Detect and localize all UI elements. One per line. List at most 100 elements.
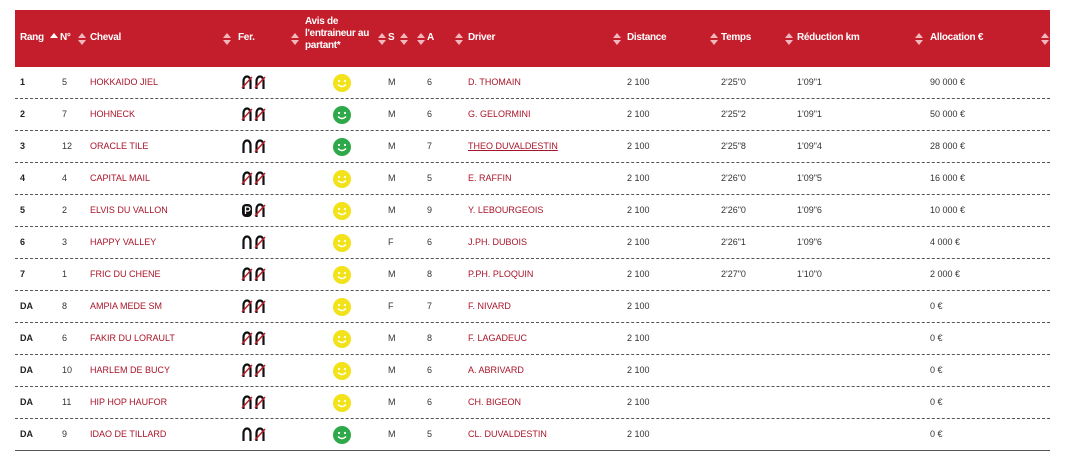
cell-temps: 2'25"8 — [721, 141, 746, 151]
cell-reduction: 1'10"0 — [797, 269, 822, 279]
column-header[interactable]: Fer. — [238, 32, 255, 43]
shoe-cross — [241, 396, 253, 409]
smiley-eye — [343, 175, 347, 179]
cell-reduction: 1'09"5 — [797, 173, 822, 183]
cell-cheval: AMPIA MEDE SM — [90, 301, 163, 311]
avis-smiley — [333, 202, 351, 220]
avis-smiley — [333, 170, 351, 188]
fer-icons — [241, 75, 266, 89]
column-header[interactable]: S — [388, 32, 395, 43]
shoe — [255, 299, 265, 313]
table-row: DA 6 FAKIR DU LORAULT M 8 F. LAGADEUC 2 100 0 € — [15, 323, 1050, 355]
sort-up — [78, 33, 86, 38]
cell-rang: 1 — [20, 77, 26, 87]
sort-up — [455, 33, 463, 38]
cell-temps: 2'26"1 — [721, 237, 746, 247]
shoe-cross — [254, 364, 266, 377]
smiley-eye — [337, 111, 341, 115]
shoe — [242, 363, 252, 377]
avis-smiley — [333, 266, 351, 284]
cell-allocation: 16 000 € — [930, 173, 966, 183]
sort-up — [223, 33, 231, 38]
smiley-eye — [337, 335, 341, 339]
cell-driver: Y. LEBOURGEOIS — [468, 205, 544, 215]
column-header[interactable]: Cheval — [90, 32, 121, 43]
shoe-cross — [241, 332, 253, 345]
shoe — [242, 107, 252, 121]
cell-a: 9 — [427, 205, 433, 215]
column-header[interactable]: Allocation € — [930, 32, 984, 43]
cell-s: M — [388, 173, 396, 183]
sort-up — [613, 33, 621, 38]
fer-icons — [242, 139, 266, 153]
column-header[interactable]: N° — [60, 32, 71, 43]
shoe — [242, 235, 252, 249]
column-header[interactable]: Temps — [721, 32, 751, 43]
column-header[interactable]: Driver — [468, 32, 496, 43]
shoe-cross — [254, 396, 266, 409]
cell-driver: F. NIVARD — [468, 301, 511, 311]
cell-driver: A. ABRIVARD — [468, 365, 524, 375]
sort-down — [291, 40, 299, 45]
column-header[interactable]: A — [427, 32, 434, 43]
cell-distance: 2 100 — [627, 333, 650, 343]
shoe — [255, 331, 265, 345]
table-row: 7 1 FRIC DU CHENE M 8 P.PH. PLOQUIN 2 100 2'27"… — [15, 259, 1050, 291]
sort-up — [50, 33, 58, 38]
shoe-cross — [241, 108, 253, 121]
cell-no: 10 — [62, 365, 73, 375]
sort-icon — [50, 33, 58, 38]
table-row: 5 2 ELVIS DU VALLON M 9 Y. LEBOURGEOIS 2 100 2'… — [15, 195, 1050, 227]
column-header[interactable]: Rang — [20, 32, 44, 43]
cell-reduction: 1'09"1 — [797, 77, 822, 87]
cell-allocation: 10 000 € — [930, 205, 966, 215]
results-table: Rang N° Cheval Fer. Avis de l'entraineur au … — [15, 10, 1050, 452]
column-header[interactable]: Avis de l'entraineur au partant* — [305, 16, 370, 51]
cell-s: F — [388, 301, 394, 311]
cell-cheval: CAPITAL MAIL — [90, 173, 151, 183]
cell-rang: 6 — [20, 237, 26, 247]
shoe-cross — [254, 428, 266, 441]
cell-temps: 2'25"0 — [721, 77, 746, 87]
cell-s: M — [388, 77, 396, 87]
shoe — [242, 267, 252, 281]
cell-s: M — [388, 141, 396, 151]
cell-no: 9 — [62, 429, 68, 439]
table-row: 4 4 CAPITAL MAIL M 5 E. RAFFIN 2 100 2'26"0 1'09… — [15, 163, 1050, 195]
smiley-mouth — [337, 180, 347, 184]
cell-cheval: ELVIS DU VALLON — [90, 205, 168, 215]
column-header[interactable]: Distance — [627, 32, 667, 43]
smiley-face — [333, 426, 351, 444]
cell-driver: THEO DUVALDESTIN — [468, 141, 558, 151]
shoe — [242, 171, 252, 185]
shoe — [255, 75, 265, 89]
cell-no: 1 — [62, 269, 68, 279]
sort-icon — [455, 33, 463, 45]
avis-smiley — [333, 330, 351, 348]
sort-icon — [710, 33, 718, 45]
cell-reduction: 1'09"6 — [797, 205, 822, 215]
cell-a: 6 — [427, 397, 433, 407]
shoe-cross — [254, 332, 266, 345]
smiley-eye — [337, 431, 341, 435]
sort-down — [455, 40, 463, 45]
sort-up — [400, 33, 408, 38]
column-header[interactable]: Réduction km — [797, 32, 860, 43]
cell-distance: 2 100 — [627, 173, 650, 183]
fer-icons — [241, 331, 266, 345]
smiley-mouth — [337, 436, 347, 440]
cell-distance: 2 100 — [627, 141, 650, 151]
smiley-mouth — [337, 308, 347, 312]
smiley-face — [333, 170, 351, 188]
cell-driver: J.PH. DUBOIS — [468, 237, 528, 247]
smiley-eye — [343, 239, 347, 243]
shoe-cross — [254, 300, 266, 313]
sort-down — [613, 40, 621, 45]
cell-reduction: 1'09"6 — [797, 237, 822, 247]
shoe — [255, 427, 265, 441]
cell-temps: 2'27"0 — [721, 269, 746, 279]
smiley-eye — [337, 175, 341, 179]
shoe-cross — [254, 204, 266, 217]
cell-reduction: 1'09"4 — [797, 141, 822, 151]
cell-cheval: IDAO DE TILLARD — [90, 429, 167, 439]
